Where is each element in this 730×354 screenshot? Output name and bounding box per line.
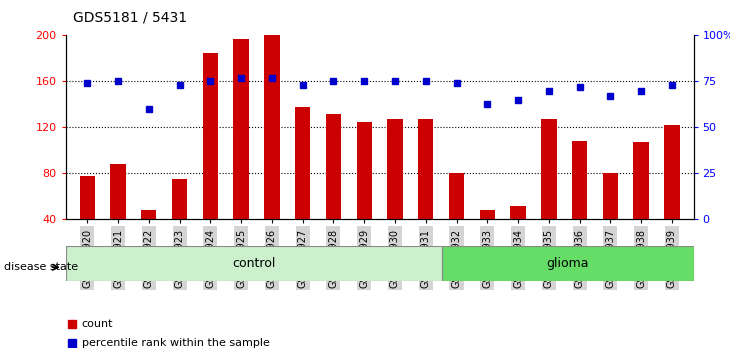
Text: control: control: [232, 257, 276, 270]
Bar: [234, 39, 249, 266]
Text: disease state: disease state: [4, 262, 78, 272]
Bar: [110, 164, 126, 266]
Bar: [634, 142, 649, 266]
Text: count: count: [82, 319, 113, 329]
Bar: [172, 179, 188, 266]
Bar: [541, 119, 556, 266]
Bar: [480, 210, 495, 266]
Bar: [572, 141, 588, 266]
Bar: [141, 210, 156, 266]
Bar: [510, 206, 526, 266]
Bar: [664, 125, 680, 266]
Bar: [388, 119, 403, 266]
Text: percentile rank within the sample: percentile rank within the sample: [82, 338, 269, 348]
Bar: [295, 107, 310, 266]
Bar: [326, 114, 341, 266]
Text: glioma: glioma: [547, 257, 589, 270]
Bar: [66, 246, 442, 281]
Bar: [418, 119, 434, 266]
Bar: [442, 246, 694, 281]
Bar: [356, 122, 372, 266]
Bar: [603, 173, 618, 266]
Text: GDS5181 / 5431: GDS5181 / 5431: [73, 11, 187, 25]
Bar: [80, 176, 95, 266]
Bar: [203, 53, 218, 266]
Bar: [449, 173, 464, 266]
Bar: [264, 35, 280, 266]
